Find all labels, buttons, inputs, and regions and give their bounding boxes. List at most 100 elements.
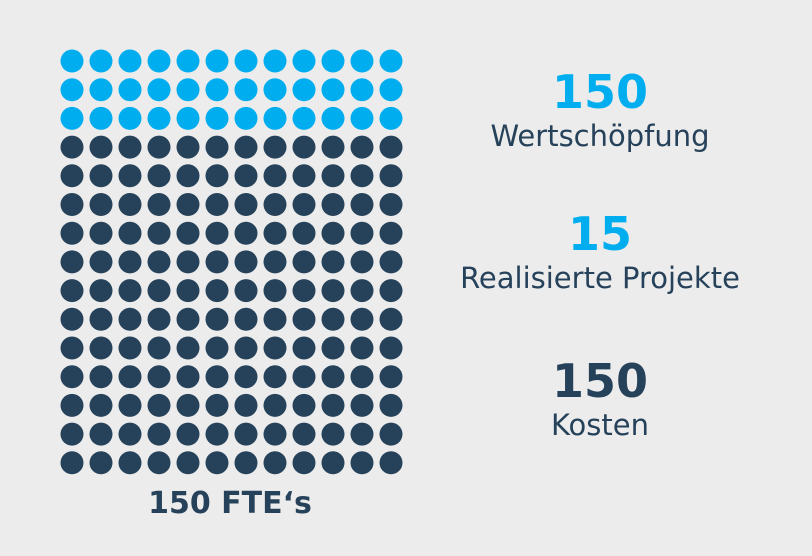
dot	[321, 451, 345, 475]
highlighted-dot	[118, 78, 142, 102]
dot	[176, 250, 200, 274]
dot	[292, 279, 316, 303]
highlighted-dot	[176, 78, 200, 102]
highlighted-dot	[321, 49, 345, 73]
highlighted-dot	[118, 106, 142, 130]
highlighted-dot	[263, 78, 287, 102]
dot-grid	[60, 49, 403, 475]
dot	[321, 221, 345, 245]
dot	[350, 221, 374, 245]
dot	[205, 307, 229, 331]
dot	[89, 422, 113, 446]
dot	[205, 279, 229, 303]
highlighted-dot	[263, 49, 287, 73]
dot	[234, 451, 258, 475]
dot	[321, 393, 345, 417]
dot	[292, 193, 316, 216]
dot	[350, 422, 374, 446]
dot	[234, 365, 258, 389]
highlighted-dot	[350, 78, 374, 102]
highlighted-dot	[379, 49, 403, 73]
dot	[263, 164, 287, 188]
dot	[176, 193, 200, 216]
dot	[60, 336, 84, 360]
dot	[147, 393, 171, 417]
dot	[147, 451, 171, 475]
dot	[379, 451, 403, 475]
dot	[350, 393, 374, 417]
dot	[292, 422, 316, 446]
dot	[263, 451, 287, 475]
dot	[234, 279, 258, 303]
dot	[263, 250, 287, 274]
dot	[118, 193, 142, 216]
dot	[205, 250, 229, 274]
dot	[321, 135, 345, 159]
dot	[147, 307, 171, 331]
dot	[379, 193, 403, 216]
dot	[205, 422, 229, 446]
dot	[205, 193, 229, 216]
highlighted-dot	[205, 49, 229, 73]
dot	[379, 393, 403, 417]
stat-label: Realisierte Projekte	[460, 261, 740, 295]
dot	[321, 193, 345, 216]
dot	[321, 164, 345, 188]
highlighted-dot	[147, 106, 171, 130]
highlighted-dot	[234, 78, 258, 102]
highlighted-dot	[234, 106, 258, 130]
dot	[176, 365, 200, 389]
dot	[89, 336, 113, 360]
stat-kosten: 150 Kosten	[420, 355, 780, 443]
dot	[263, 135, 287, 159]
dot	[263, 279, 287, 303]
dot	[379, 250, 403, 274]
stat-label: Wertschöpfung	[490, 119, 710, 153]
dot	[263, 193, 287, 216]
dot	[60, 365, 84, 389]
dot	[147, 279, 171, 303]
highlighted-dot	[379, 106, 403, 130]
dot	[147, 422, 171, 446]
dot	[176, 164, 200, 188]
dot	[234, 193, 258, 216]
dot	[234, 336, 258, 360]
dot	[60, 393, 84, 417]
dot	[89, 164, 113, 188]
highlighted-dot	[118, 49, 142, 73]
highlighted-dot	[350, 49, 374, 73]
dot	[205, 221, 229, 245]
highlighted-dot	[89, 106, 113, 130]
dot	[118, 250, 142, 274]
dot	[205, 365, 229, 389]
dot	[350, 193, 374, 216]
dot	[350, 336, 374, 360]
dot	[205, 336, 229, 360]
highlighted-dot	[89, 49, 113, 73]
dot	[89, 307, 113, 331]
dot	[379, 336, 403, 360]
dot	[89, 221, 113, 245]
stat-value: 15	[567, 207, 632, 261]
highlighted-dot	[350, 106, 374, 130]
dot	[263, 393, 287, 417]
stat-wertschoepfung: 150 Wertschöpfung	[420, 66, 780, 154]
dot	[292, 164, 316, 188]
dot	[89, 279, 113, 303]
dot	[379, 135, 403, 159]
highlighted-dot	[147, 78, 171, 102]
dot	[234, 164, 258, 188]
dot	[234, 250, 258, 274]
dot	[118, 164, 142, 188]
dot	[118, 135, 142, 159]
highlighted-dot	[147, 49, 171, 73]
dot	[176, 221, 200, 245]
dot	[89, 193, 113, 216]
dot	[147, 135, 171, 159]
dot	[176, 135, 200, 159]
dot	[176, 451, 200, 475]
dot	[350, 307, 374, 331]
dot	[379, 307, 403, 331]
dot	[350, 164, 374, 188]
highlighted-dot	[379, 78, 403, 102]
